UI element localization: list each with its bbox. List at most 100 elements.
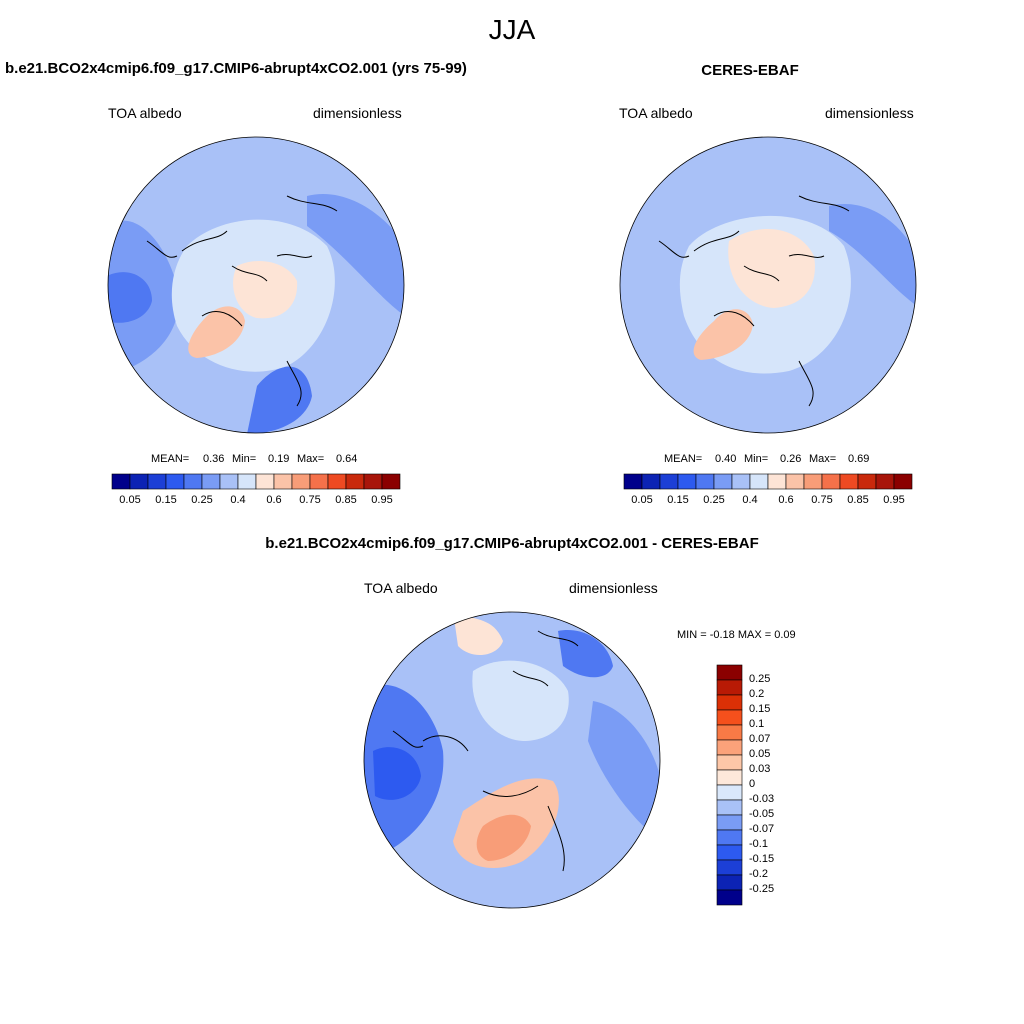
panel2-mean-value: 0.40 xyxy=(715,453,737,465)
panel2-coastlines xyxy=(658,195,850,407)
colorbar-swatch xyxy=(147,473,167,490)
panel3-units-label: dimensionless xyxy=(569,580,658,596)
colorbar-swatch xyxy=(716,814,743,831)
colorbar-swatch xyxy=(219,473,239,490)
panel2-map xyxy=(619,136,917,434)
panel3-colorbar xyxy=(716,664,743,906)
colorbar-swatch xyxy=(363,473,383,490)
colorbar-swatch xyxy=(255,473,275,490)
panel3-colorbar-tick-label: -0.05 xyxy=(749,808,775,820)
panel3-colorbar-tick-label: -0.2 xyxy=(749,868,768,880)
panel2-max-label: Max= xyxy=(809,453,837,465)
colorbar-swatch xyxy=(381,473,401,490)
colorbar-swatch xyxy=(875,473,895,490)
panel2-colorbar-tick-label: 0.25 xyxy=(703,494,725,506)
colorbar-swatch xyxy=(716,679,743,696)
colorbar-swatch xyxy=(767,473,787,490)
colorbar-swatch xyxy=(785,473,805,490)
colorbar-swatch xyxy=(716,874,743,891)
colorbar-swatch xyxy=(641,473,661,490)
panel3-variable-label: TOA albedo xyxy=(364,580,438,596)
colorbar-swatch xyxy=(623,473,643,490)
colorbar-swatch xyxy=(731,473,751,490)
panel3-colorbar-tick-label: -0.07 xyxy=(749,823,775,835)
panel1-colorbar-tick-label: 0.85 xyxy=(335,494,357,506)
figure-title: JJA xyxy=(488,14,536,45)
colorbar-swatch xyxy=(716,709,743,726)
panel3-north-pale xyxy=(453,612,503,655)
colorbar-swatch xyxy=(716,889,743,906)
panel3-colorbar-tick-label: -0.1 xyxy=(749,838,768,850)
panel1-max-value: 0.64 xyxy=(336,453,358,465)
panel1-colorbar-tick-label: 0.05 xyxy=(119,494,141,506)
panel1-units-label: dimensionless xyxy=(313,105,402,121)
colorbar-swatch xyxy=(273,473,293,490)
colorbar-swatch xyxy=(857,473,877,490)
panel3-map xyxy=(363,611,661,909)
panel1-min-label: Min= xyxy=(232,453,257,465)
panel1-coastlines xyxy=(146,195,338,407)
panel2-colorbar-tick-label: 0.4 xyxy=(742,494,758,506)
panel1-colorbar-tick-label: 0.75 xyxy=(299,494,321,506)
panel1-pacific-low xyxy=(307,194,404,316)
colorbar-swatch xyxy=(695,473,715,490)
colorbar-swatch xyxy=(716,859,743,876)
colorbar-swatch xyxy=(803,473,823,490)
panel2-colorbar-tick-label: 0.85 xyxy=(847,494,869,506)
panel2-units-label: dimensionless xyxy=(825,105,914,121)
panel1-greenland xyxy=(188,306,245,358)
panel2-colorbar-tick-label: 0.05 xyxy=(631,494,653,506)
colorbar-swatch xyxy=(345,473,365,490)
panel2-title: CERES-EBAF xyxy=(701,62,799,79)
panel3-colorbar-tick-label: -0.15 xyxy=(749,853,775,865)
panel2-pacific-low xyxy=(829,204,916,306)
panel1-mean-label: MEAN= xyxy=(151,453,190,465)
colorbar-swatch xyxy=(237,473,257,490)
panel1-min-value: 0.19 xyxy=(268,453,290,465)
panel2-colorbar xyxy=(623,473,913,490)
panel2-min-label: Min= xyxy=(744,453,769,465)
colorbar-swatch xyxy=(659,473,679,490)
panel1-colorbar-tick-label: 0.25 xyxy=(191,494,213,506)
panel1-labrador-low xyxy=(108,272,152,323)
panel3-arctic-pale xyxy=(472,660,569,741)
panel3-title: b.e21.BCO2x4cmip6.f09_g17.CMIP6-abrupt4x… xyxy=(265,535,759,552)
colorbar-swatch xyxy=(677,473,697,490)
colorbar-swatch xyxy=(291,473,311,490)
panel2-arctic-ice xyxy=(728,229,815,308)
panel3-colorbar-tick-label: 0.2 xyxy=(749,688,765,700)
colorbar-swatch xyxy=(716,829,743,846)
panel3-colorbar-tick-label: -0.03 xyxy=(749,793,775,805)
colorbar-swatch xyxy=(716,799,743,816)
panel3-colorbar-tick-label: 0.15 xyxy=(749,703,771,715)
panel3-coastlines xyxy=(392,630,579,872)
colorbar-swatch xyxy=(716,754,743,771)
panel2-colorbar-tick-label: 0.6 xyxy=(778,494,794,506)
colorbar-swatch xyxy=(749,473,769,490)
panel3-colorbar-tick-label: -0.25 xyxy=(749,883,775,895)
colorbar-swatch xyxy=(111,473,131,490)
panel3-colorbar-tick-label: 0.25 xyxy=(749,673,771,685)
panel1-europe-low xyxy=(247,366,312,433)
colorbar-swatch xyxy=(839,473,859,490)
colorbar-swatch xyxy=(716,724,743,741)
panel1-colorbar-tick-label: 0.6 xyxy=(266,494,282,506)
panel2-min-value: 0.26 xyxy=(780,453,802,465)
panel3-colorbar-tick-label: 0 xyxy=(749,778,756,790)
colorbar-swatch xyxy=(716,694,743,711)
panel1-mean-value: 0.36 xyxy=(203,453,225,465)
panel1-colorbar xyxy=(111,473,401,490)
panel3-min-max-stats: MIN = -0.18 MAX = 0.09 xyxy=(677,629,796,641)
colorbar-swatch xyxy=(165,473,185,490)
colorbar-swatch xyxy=(821,473,841,490)
panel2-colorbar-tick-label: 0.75 xyxy=(811,494,833,506)
colorbar-swatch xyxy=(893,473,913,490)
panel1-title: b.e21.BCO2x4cmip6.f09_g17.CMIP6-abrupt4x… xyxy=(5,60,467,77)
panel1-arctic-ice xyxy=(233,261,298,319)
panel1-max-label: Max= xyxy=(297,453,325,465)
colorbar-swatch xyxy=(716,784,743,801)
panel1-colorbar-tick-label: 0.4 xyxy=(230,494,246,506)
panel3-colorbar-tick-label: 0.1 xyxy=(749,718,765,730)
panel2-colorbar-tick-label: 0.15 xyxy=(667,494,689,506)
colorbar-swatch xyxy=(716,739,743,756)
